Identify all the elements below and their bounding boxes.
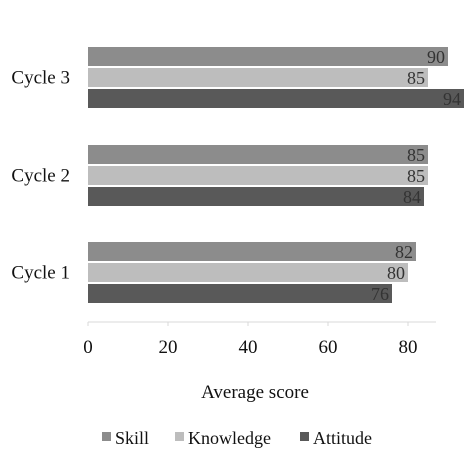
data-label: 94 bbox=[443, 89, 461, 109]
legend-label-attitude: Attitude bbox=[313, 428, 372, 448]
x-tick-label: 0 bbox=[83, 337, 93, 358]
category-label: Cycle 1 bbox=[11, 263, 70, 284]
legend-swatch-attitude bbox=[300, 432, 309, 441]
bar-attitude bbox=[88, 187, 424, 206]
data-label: 82 bbox=[395, 242, 413, 262]
data-label: 76 bbox=[371, 284, 389, 304]
x-tick-label: 40 bbox=[239, 337, 258, 358]
category-label: Cycle 2 bbox=[11, 166, 70, 187]
bar-attitude bbox=[88, 284, 392, 303]
data-label: 90 bbox=[427, 47, 445, 67]
legend-label-knowledge: Knowledge bbox=[188, 428, 271, 448]
bar-skill bbox=[88, 242, 416, 261]
x-axis-title: Average score bbox=[201, 382, 309, 403]
category-labels: Cycle 1 Cycle 2 Cycle 3 bbox=[11, 68, 70, 284]
category-label: Cycle 3 bbox=[11, 68, 70, 89]
x-tick-label: 20 bbox=[159, 337, 178, 358]
data-label: 85 bbox=[407, 166, 425, 186]
data-label: 84 bbox=[403, 187, 421, 207]
legend-swatch-skill bbox=[102, 432, 111, 441]
bar-knowledge bbox=[88, 263, 408, 282]
bar-attitude bbox=[88, 89, 464, 108]
data-label: 85 bbox=[407, 145, 425, 165]
x-tick-labels: 0 20 40 60 80 bbox=[83, 322, 418, 358]
bar-knowledge bbox=[88, 68, 428, 87]
legend: Skill Knowledge Attitude bbox=[102, 428, 372, 448]
legend-label-skill: Skill bbox=[115, 428, 149, 448]
x-tick-label: 80 bbox=[399, 337, 418, 358]
data-label: 80 bbox=[387, 263, 405, 283]
x-tick-label: 60 bbox=[319, 337, 338, 358]
legend-swatch-knowledge bbox=[175, 432, 184, 441]
bar-skill bbox=[88, 47, 448, 66]
bar-skill bbox=[88, 145, 428, 164]
data-label: 85 bbox=[407, 68, 425, 88]
bar-knowledge bbox=[88, 166, 428, 185]
